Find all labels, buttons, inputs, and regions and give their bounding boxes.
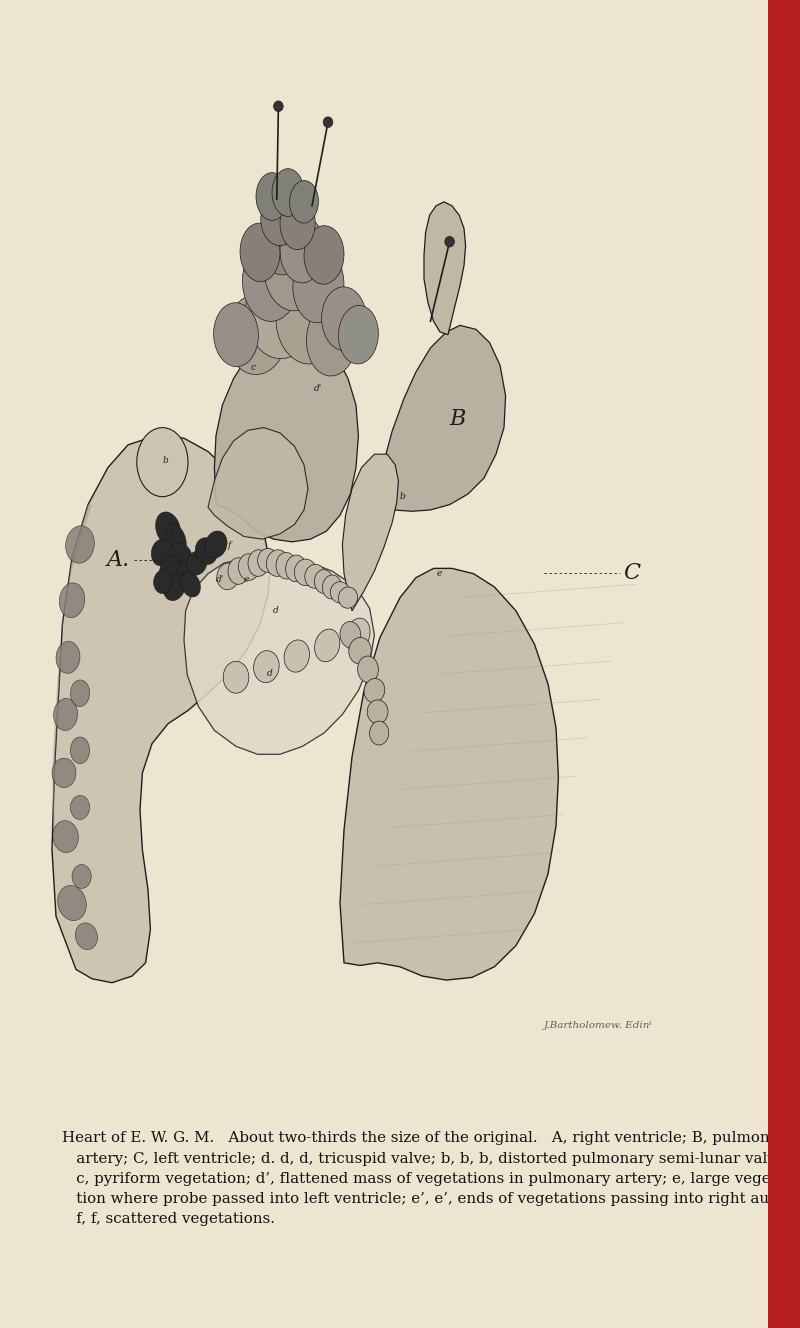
Ellipse shape [364, 679, 385, 703]
Ellipse shape [266, 550, 289, 576]
Ellipse shape [258, 548, 278, 572]
Ellipse shape [217, 563, 239, 590]
Ellipse shape [169, 543, 193, 572]
Ellipse shape [242, 242, 298, 321]
Ellipse shape [205, 531, 227, 558]
Ellipse shape [238, 554, 259, 580]
Ellipse shape [52, 758, 76, 788]
Ellipse shape [367, 700, 388, 724]
Ellipse shape [274, 101, 283, 112]
Ellipse shape [280, 197, 315, 250]
Ellipse shape [260, 208, 305, 275]
Ellipse shape [314, 629, 340, 661]
Text: B: B [450, 408, 466, 430]
Ellipse shape [72, 865, 91, 888]
Ellipse shape [186, 551, 207, 575]
Ellipse shape [176, 562, 195, 586]
Ellipse shape [323, 117, 333, 127]
Ellipse shape [163, 574, 186, 600]
Bar [768, 0, 800, 1328]
Ellipse shape [70, 680, 90, 706]
Ellipse shape [228, 558, 249, 584]
Polygon shape [184, 555, 374, 754]
Ellipse shape [226, 295, 286, 374]
Text: d: d [266, 669, 273, 679]
Text: e: e [244, 575, 249, 584]
Ellipse shape [276, 552, 297, 579]
Polygon shape [424, 202, 466, 335]
Text: J.Bartholomew. Edinᵗ: J.Bartholomew. Edinᵗ [544, 1021, 653, 1029]
Text: d: d [273, 606, 279, 615]
Ellipse shape [58, 886, 86, 920]
Ellipse shape [56, 641, 80, 673]
Text: b: b [399, 491, 406, 501]
Ellipse shape [294, 559, 317, 586]
Ellipse shape [59, 583, 85, 618]
Ellipse shape [280, 216, 325, 283]
Ellipse shape [214, 303, 258, 367]
Ellipse shape [159, 555, 180, 584]
Ellipse shape [264, 226, 325, 311]
Ellipse shape [290, 181, 318, 223]
Ellipse shape [322, 287, 366, 351]
Ellipse shape [240, 223, 280, 282]
Ellipse shape [358, 656, 378, 683]
Ellipse shape [293, 248, 344, 323]
Ellipse shape [330, 582, 350, 603]
Ellipse shape [306, 301, 358, 376]
Text: d': d' [216, 575, 224, 584]
Ellipse shape [276, 279, 340, 364]
Ellipse shape [248, 550, 269, 576]
Ellipse shape [53, 821, 78, 853]
Ellipse shape [349, 637, 371, 664]
Ellipse shape [195, 538, 218, 564]
Polygon shape [340, 568, 558, 980]
Text: f: f [169, 529, 172, 538]
Text: e: e [437, 568, 442, 578]
Ellipse shape [223, 661, 249, 693]
Ellipse shape [284, 640, 310, 672]
Ellipse shape [256, 173, 288, 220]
Ellipse shape [445, 236, 454, 247]
Ellipse shape [304, 226, 344, 284]
Polygon shape [52, 436, 270, 983]
Ellipse shape [314, 570, 334, 594]
Ellipse shape [70, 795, 90, 819]
Polygon shape [208, 428, 308, 539]
Polygon shape [342, 454, 398, 611]
Ellipse shape [272, 169, 304, 216]
Text: c: c [251, 363, 256, 372]
Ellipse shape [254, 651, 279, 683]
Polygon shape [374, 325, 506, 511]
Ellipse shape [286, 555, 306, 582]
Ellipse shape [322, 575, 342, 599]
Text: C: C [623, 562, 641, 584]
Text: Heart of E. W. G. M.   About two-thirds the size of the original.   A, right ven: Heart of E. W. G. M. About two-thirds th… [62, 1131, 800, 1226]
Ellipse shape [155, 511, 181, 546]
Ellipse shape [340, 622, 361, 648]
Text: A.: A. [106, 548, 130, 571]
Text: f: f [227, 540, 230, 550]
Ellipse shape [338, 305, 378, 364]
Ellipse shape [151, 539, 172, 566]
Ellipse shape [75, 923, 98, 950]
Ellipse shape [180, 571, 201, 598]
Ellipse shape [166, 525, 186, 554]
Ellipse shape [137, 428, 188, 497]
Text: d': d' [314, 384, 322, 393]
Ellipse shape [370, 721, 389, 745]
Ellipse shape [54, 699, 78, 730]
Ellipse shape [70, 737, 90, 764]
Polygon shape [52, 505, 92, 850]
Ellipse shape [345, 618, 370, 652]
Ellipse shape [261, 193, 299, 246]
Ellipse shape [154, 570, 173, 594]
Ellipse shape [338, 587, 358, 608]
Ellipse shape [66, 526, 94, 563]
Ellipse shape [246, 258, 318, 359]
Text: b: b [162, 456, 169, 465]
Ellipse shape [305, 564, 326, 588]
Polygon shape [214, 329, 358, 542]
